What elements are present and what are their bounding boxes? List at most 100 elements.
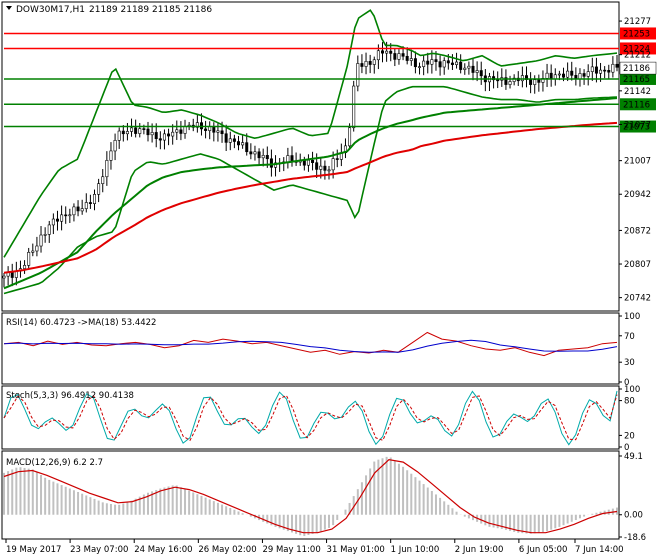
current-price-text: 21186: [623, 64, 650, 74]
stoch-tick-label: 100: [624, 385, 640, 395]
candle-body: [51, 218, 55, 226]
moving-average-red-line: [3, 121, 618, 274]
time-axis-label: 1 Jun 10:00: [391, 545, 440, 555]
candle-body: [31, 250, 35, 253]
candle-body: [60, 214, 64, 222]
candle-body: [220, 130, 224, 135]
rsi-tick-label: 70: [624, 332, 635, 342]
candle-body: [401, 53, 405, 57]
moving-average-green-line: [3, 97, 618, 290]
level-tag-21224: [620, 42, 656, 55]
candle-body: [39, 234, 43, 247]
time-axis-label: 7 Jun 14:00: [575, 545, 624, 555]
candle-body: [154, 132, 158, 139]
candle-body: [241, 142, 245, 146]
candle-body: [603, 69, 607, 72]
candle-body: [245, 142, 249, 153]
stoch-main-line: [3, 390, 618, 446]
level-tag-text-21253: 21253: [623, 29, 650, 39]
candle-body: [134, 127, 138, 134]
level-tag-21073: [620, 120, 656, 133]
macd-label: MACD(12,26,9) 6.2 2.7: [6, 458, 103, 468]
price-tick-label: 21277: [624, 17, 651, 27]
symbol-label: DOW30M17,H1: [16, 5, 85, 15]
candle-body: [257, 151, 261, 159]
candle-body: [393, 53, 397, 60]
candle-body: [10, 272, 14, 278]
candle-body: [175, 129, 179, 133]
candle-body: [463, 67, 467, 70]
candle-body: [582, 73, 586, 77]
candle-body: [570, 70, 574, 76]
candle-body: [150, 132, 154, 136]
candle-body: [306, 159, 310, 166]
candle-body: [611, 63, 615, 73]
current-price-tag: [619, 61, 657, 75]
candle-body: [88, 202, 92, 204]
candle-body: [512, 77, 516, 82]
time-axis-label: 23 May 07:00: [70, 545, 128, 555]
candle-body: [405, 55, 409, 61]
candle-body: [450, 62, 454, 65]
candle-body: [434, 59, 438, 62]
candle-body: [162, 133, 166, 141]
price-tick-label: 21142: [624, 87, 651, 97]
candle-body: [327, 169, 331, 172]
time-axis-label: 2 Jun 19:00: [455, 545, 504, 555]
candle-body: [348, 127, 352, 147]
candle-body: [586, 71, 590, 77]
candle-body: [212, 126, 216, 133]
price-tick-label: 21007: [624, 157, 651, 167]
candle-body: [142, 128, 146, 130]
candle-body: [269, 158, 273, 168]
candle-body: [171, 131, 175, 137]
candle-body: [23, 265, 27, 269]
candle-body: [2, 275, 6, 279]
stoch-tick-label: 80: [624, 397, 635, 407]
candle-body: [130, 127, 134, 132]
rsi-tick-label: 0: [624, 378, 629, 388]
price-tick-label: 21077: [624, 120, 651, 130]
candle-body: [232, 138, 236, 142]
candle-body: [265, 155, 269, 160]
candle-body: [117, 130, 121, 141]
ohlc-label: 21189 21189 21185 21186: [89, 5, 212, 15]
rsi-tick-label: 100: [624, 312, 640, 322]
candle-body: [389, 50, 393, 54]
candle-body: [409, 58, 413, 61]
stoch-panel: [1, 385, 620, 450]
candle-body: [508, 81, 512, 85]
candle-body: [557, 73, 561, 76]
price-tick-label: 21212: [624, 51, 651, 61]
stoch-tick-label: 0: [624, 443, 629, 453]
candle-body: [64, 214, 68, 217]
bollinger-upper-line: [3, 9, 618, 258]
level-tag-21116: [620, 98, 656, 111]
candle-body: [368, 61, 372, 65]
candle-body: [615, 63, 619, 68]
candle-body: [376, 50, 380, 61]
time-axis-label: 26 May 02:00: [198, 545, 256, 555]
dropdown-triangle-icon[interactable]: [6, 6, 12, 10]
candle-body: [183, 125, 187, 134]
candle-body: [290, 155, 294, 162]
stoch-tick-label: 20: [624, 431, 635, 441]
macd-tick-label: 49.1: [624, 452, 643, 462]
candle-body: [101, 176, 105, 184]
candle-body: [261, 155, 265, 159]
candle-body: [97, 183, 101, 195]
rsi-ma-line: [3, 339, 618, 353]
candle-body: [35, 245, 39, 252]
candle-body: [105, 160, 109, 178]
candle-body: [545, 72, 549, 79]
candle-body: [372, 59, 376, 65]
candle-body: [492, 76, 496, 81]
candle-body: [311, 159, 315, 163]
candle-body: [43, 234, 47, 236]
candle-body: [438, 61, 442, 68]
stoch-label: Stoch(5,3,3) 96.4912 90.4138: [6, 391, 134, 401]
candle-body: [360, 63, 364, 67]
candle-body: [422, 60, 426, 67]
candle-body: [594, 66, 598, 74]
